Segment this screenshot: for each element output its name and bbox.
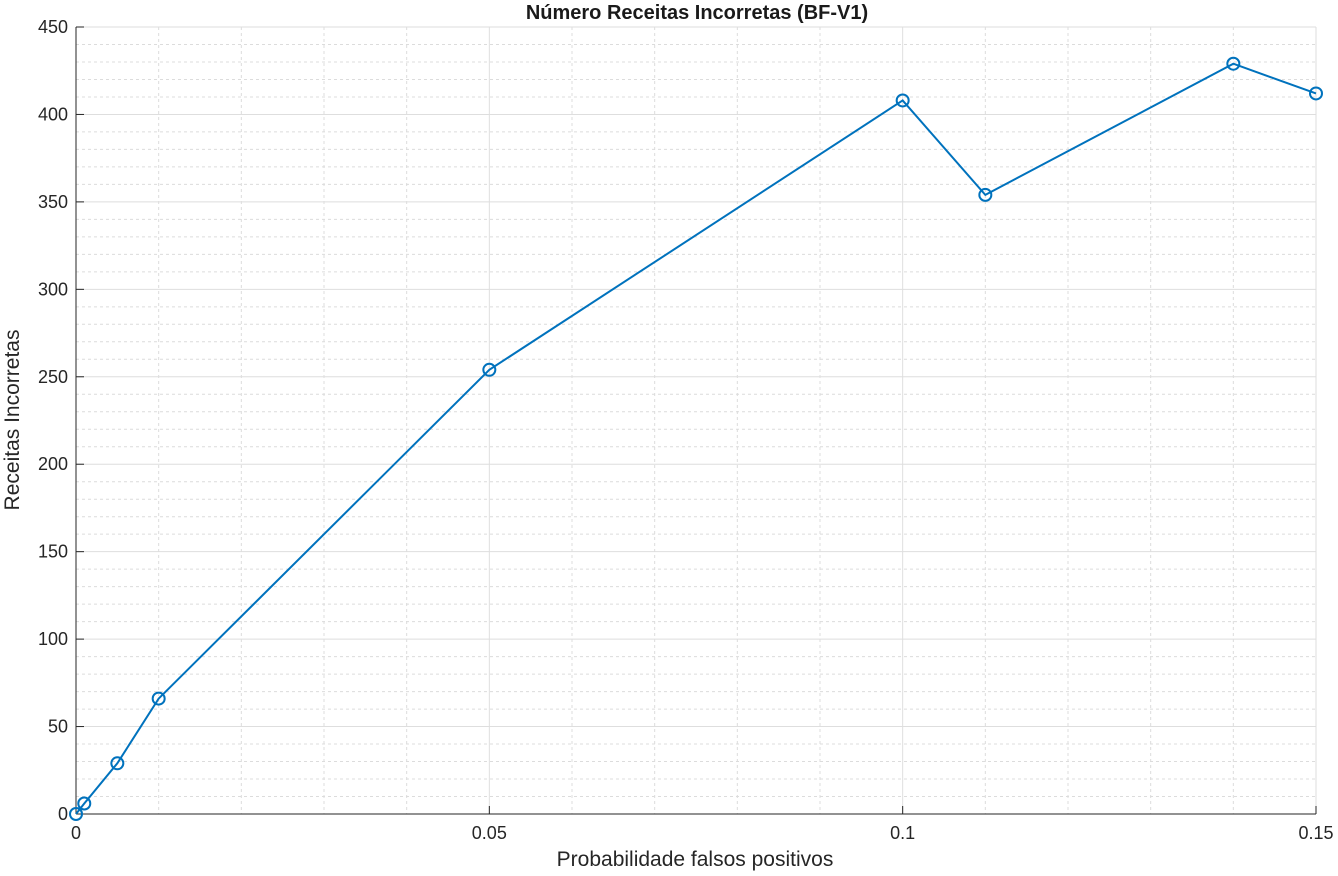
y-tick-label: 150 [38, 542, 68, 562]
y-axis-label: Receitas Incorretas [1, 330, 24, 511]
data-point-marker [1226, 56, 1241, 71]
y-tick-label: 250 [38, 367, 68, 387]
data-point-marker [895, 93, 910, 108]
series-line [75, 62, 1317, 815]
data-point-marker [110, 756, 125, 771]
y-tick-label: 300 [38, 279, 68, 299]
x-tick-label: 0 [71, 823, 81, 843]
data-point-marker [1309, 86, 1323, 101]
y-tick-label: 400 [38, 104, 68, 124]
data-point-marker [151, 691, 166, 706]
tick-labels: 0 0.05 0.1 0.15 0 50 100 150 200 250 300 350 400 450 [38, 17, 1334, 843]
minor-grid [76, 27, 1316, 814]
x-axis-label: Probabilidade falsos positivos [557, 848, 834, 871]
x-tick-label: 0.15 [1298, 823, 1333, 843]
y-tick-label: 100 [38, 629, 68, 649]
data-point-marker [77, 796, 92, 811]
y-tick-label: 200 [38, 454, 68, 474]
data-point-marker [978, 187, 993, 202]
x-tick-label: 0.05 [472, 823, 507, 843]
y-tick-label: 0 [58, 804, 68, 824]
data-point-marker [482, 362, 497, 377]
data-point-marker [69, 807, 83, 821]
x-tick-label: 0.1 [890, 823, 915, 843]
y-tick-label: 450 [38, 17, 68, 37]
series-group [69, 56, 1323, 821]
y-tick-label: 350 [38, 192, 68, 212]
y-tick-label: 50 [48, 717, 68, 737]
chart-title: Número Receitas Incorretas (BF-V1) [526, 2, 868, 24]
